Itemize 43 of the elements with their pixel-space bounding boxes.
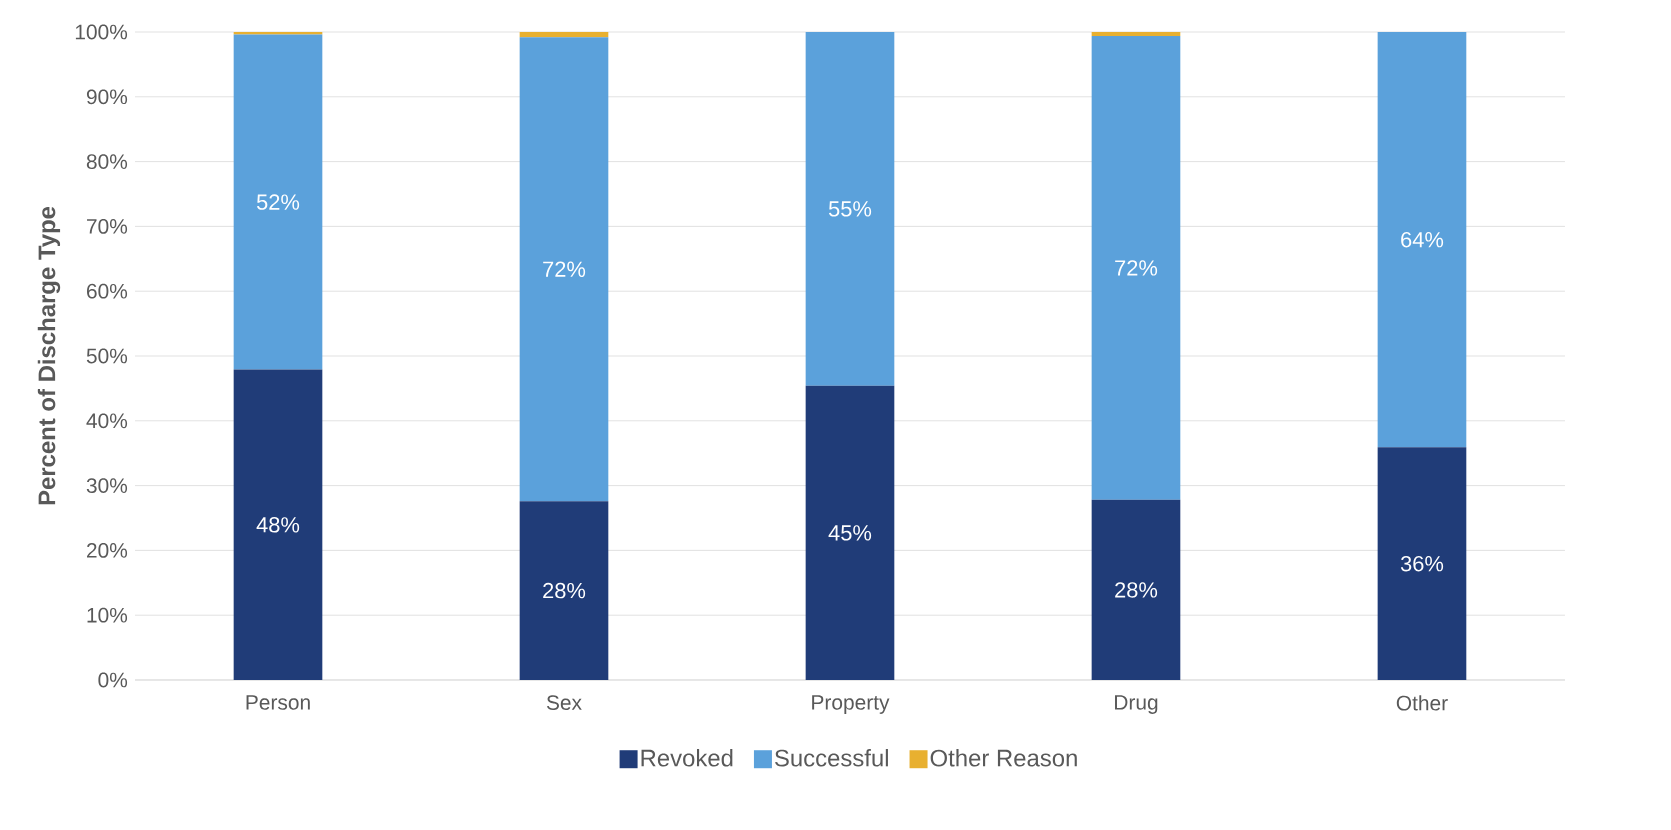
x-tick-label: Sex xyxy=(546,695,582,710)
data-label: 72% xyxy=(1115,260,1158,276)
bar xyxy=(233,369,323,680)
y-tick-label: 60% xyxy=(87,283,128,299)
x-tick-label: Person xyxy=(246,695,310,710)
data-label: 64% xyxy=(1401,231,1444,248)
bar xyxy=(233,34,323,370)
data-label: 36% xyxy=(1400,555,1444,572)
x-tick-label: Other xyxy=(1396,695,1448,711)
data-label: 45% xyxy=(828,525,872,541)
data-label: 55% xyxy=(828,201,872,217)
bar xyxy=(805,385,895,680)
y-tick-label: 20% xyxy=(87,542,128,558)
data-label: 48% xyxy=(256,517,300,533)
data-label: 28% xyxy=(1115,582,1158,598)
bar xyxy=(1091,499,1181,680)
bar xyxy=(1091,31,1181,36)
legend-label: Successful xyxy=(775,748,888,767)
x-tick-label: Drug xyxy=(1115,695,1158,714)
bar xyxy=(519,31,609,38)
y-tick-label: 0% xyxy=(98,672,128,688)
bar xyxy=(1091,35,1181,500)
bar xyxy=(1377,31,1467,448)
legend-label: Other Reason xyxy=(930,748,1077,767)
x-tick-label: Property xyxy=(812,695,890,714)
y-tick-label: 70% xyxy=(87,218,128,234)
legend-label: Revoked xyxy=(641,748,733,767)
bar xyxy=(519,37,609,502)
data-label: 28% xyxy=(543,582,586,599)
bar xyxy=(519,501,609,680)
y-axis-title: Percent of Discharge Type xyxy=(37,206,61,505)
bar xyxy=(233,31,323,35)
bar xyxy=(805,31,895,386)
y-tick-label: 90% xyxy=(86,89,128,105)
y-tick-label: 100% xyxy=(75,24,128,40)
y-tick-label: 30% xyxy=(86,478,128,493)
y-tick-label: 80% xyxy=(86,154,128,169)
data-label: 52% xyxy=(256,194,300,210)
y-tick-label: 10% xyxy=(87,607,128,623)
y-tick-label: 40% xyxy=(86,413,128,429)
y-tick-label: 50% xyxy=(86,348,128,364)
data-label: 72% xyxy=(543,261,586,277)
bar xyxy=(1377,447,1467,680)
